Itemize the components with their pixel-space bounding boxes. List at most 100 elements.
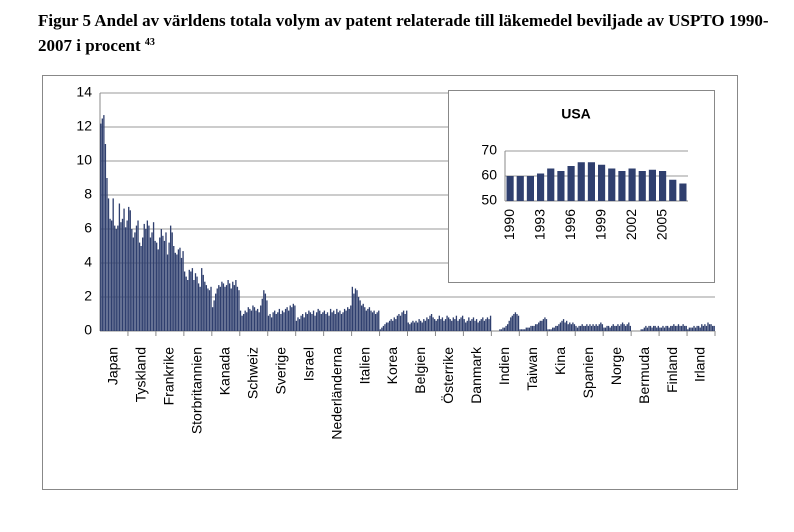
bar	[410, 322, 413, 331]
bar	[135, 225, 138, 331]
bar	[693, 325, 695, 331]
bar	[443, 320, 445, 331]
bar	[368, 307, 371, 331]
bar	[253, 307, 256, 331]
bar	[625, 325, 627, 331]
bar	[506, 324, 509, 331]
bar	[510, 317, 512, 331]
bar	[576, 327, 579, 331]
bar	[598, 164, 606, 201]
bar	[457, 320, 459, 331]
x-tick-label: Taiwan	[524, 347, 540, 391]
bar	[488, 319, 490, 331]
bar	[219, 286, 222, 331]
x-tick-label: Kanada	[216, 347, 232, 395]
x-tick-label: 1999	[592, 209, 608, 240]
bar	[555, 325, 557, 331]
bar	[651, 327, 653, 331]
bar	[552, 327, 554, 331]
bar	[142, 237, 144, 331]
bar	[595, 324, 597, 331]
x-tick-label: Österrike	[439, 347, 456, 404]
x-tick-label: Frankrike	[161, 347, 177, 406]
bar	[642, 329, 644, 331]
x-tick-label: Italien	[356, 347, 372, 384]
bar	[684, 325, 686, 331]
bar	[590, 325, 593, 331]
bar	[235, 280, 237, 331]
bar	[573, 324, 576, 331]
bar	[232, 281, 234, 331]
bar	[440, 319, 442, 331]
bar	[345, 310, 347, 331]
bar	[615, 325, 618, 331]
x-tick-label: Norge	[608, 347, 624, 385]
bar	[378, 310, 380, 331]
bar	[654, 325, 656, 331]
bar	[311, 314, 313, 331]
bar	[129, 210, 131, 331]
bar	[479, 320, 481, 331]
bar	[308, 310, 310, 331]
bar	[301, 314, 304, 331]
x-tick-label: 1990	[501, 209, 517, 240]
bar	[677, 324, 680, 331]
bar	[537, 173, 545, 201]
bar	[146, 220, 149, 331]
bar	[194, 273, 197, 331]
bar	[337, 312, 340, 331]
bar	[623, 324, 625, 331]
bar	[365, 310, 367, 331]
bar	[451, 320, 453, 331]
bar	[179, 247, 181, 331]
bar	[547, 329, 549, 331]
bar	[263, 290, 265, 331]
bar	[190, 271, 192, 331]
bar	[463, 319, 465, 331]
bar	[564, 322, 566, 331]
bar	[300, 315, 302, 331]
bar	[607, 325, 610, 331]
bar	[483, 320, 486, 331]
bar	[132, 237, 135, 331]
bar	[485, 319, 487, 331]
bar	[134, 232, 136, 331]
bar	[379, 329, 381, 331]
bar	[583, 325, 585, 331]
bar	[165, 232, 167, 331]
bar	[556, 325, 559, 331]
bar	[559, 322, 562, 331]
bar	[704, 324, 706, 331]
bar	[489, 315, 492, 331]
bar	[587, 325, 590, 331]
bar	[567, 166, 575, 201]
bar	[550, 329, 552, 331]
bar	[545, 319, 548, 331]
bar	[286, 307, 288, 331]
bar	[508, 320, 510, 331]
bar	[536, 324, 538, 331]
bar	[289, 305, 291, 331]
bar	[353, 293, 355, 331]
bar	[160, 229, 162, 331]
bar	[325, 314, 327, 331]
bar	[333, 310, 335, 331]
bar	[356, 290, 358, 331]
bar	[567, 324, 569, 331]
bar	[256, 308, 259, 331]
bar	[114, 225, 116, 331]
bar	[609, 327, 611, 331]
bar	[274, 310, 276, 331]
bar	[385, 322, 388, 331]
bar	[382, 325, 385, 331]
x-tick-label: Finland	[664, 347, 680, 393]
bar	[702, 325, 704, 331]
bar	[173, 246, 175, 331]
bar	[511, 315, 513, 331]
bar	[666, 325, 669, 331]
bar	[180, 257, 183, 331]
bar	[449, 319, 451, 331]
bar	[699, 327, 701, 331]
bar	[589, 324, 591, 331]
bar	[284, 308, 287, 331]
